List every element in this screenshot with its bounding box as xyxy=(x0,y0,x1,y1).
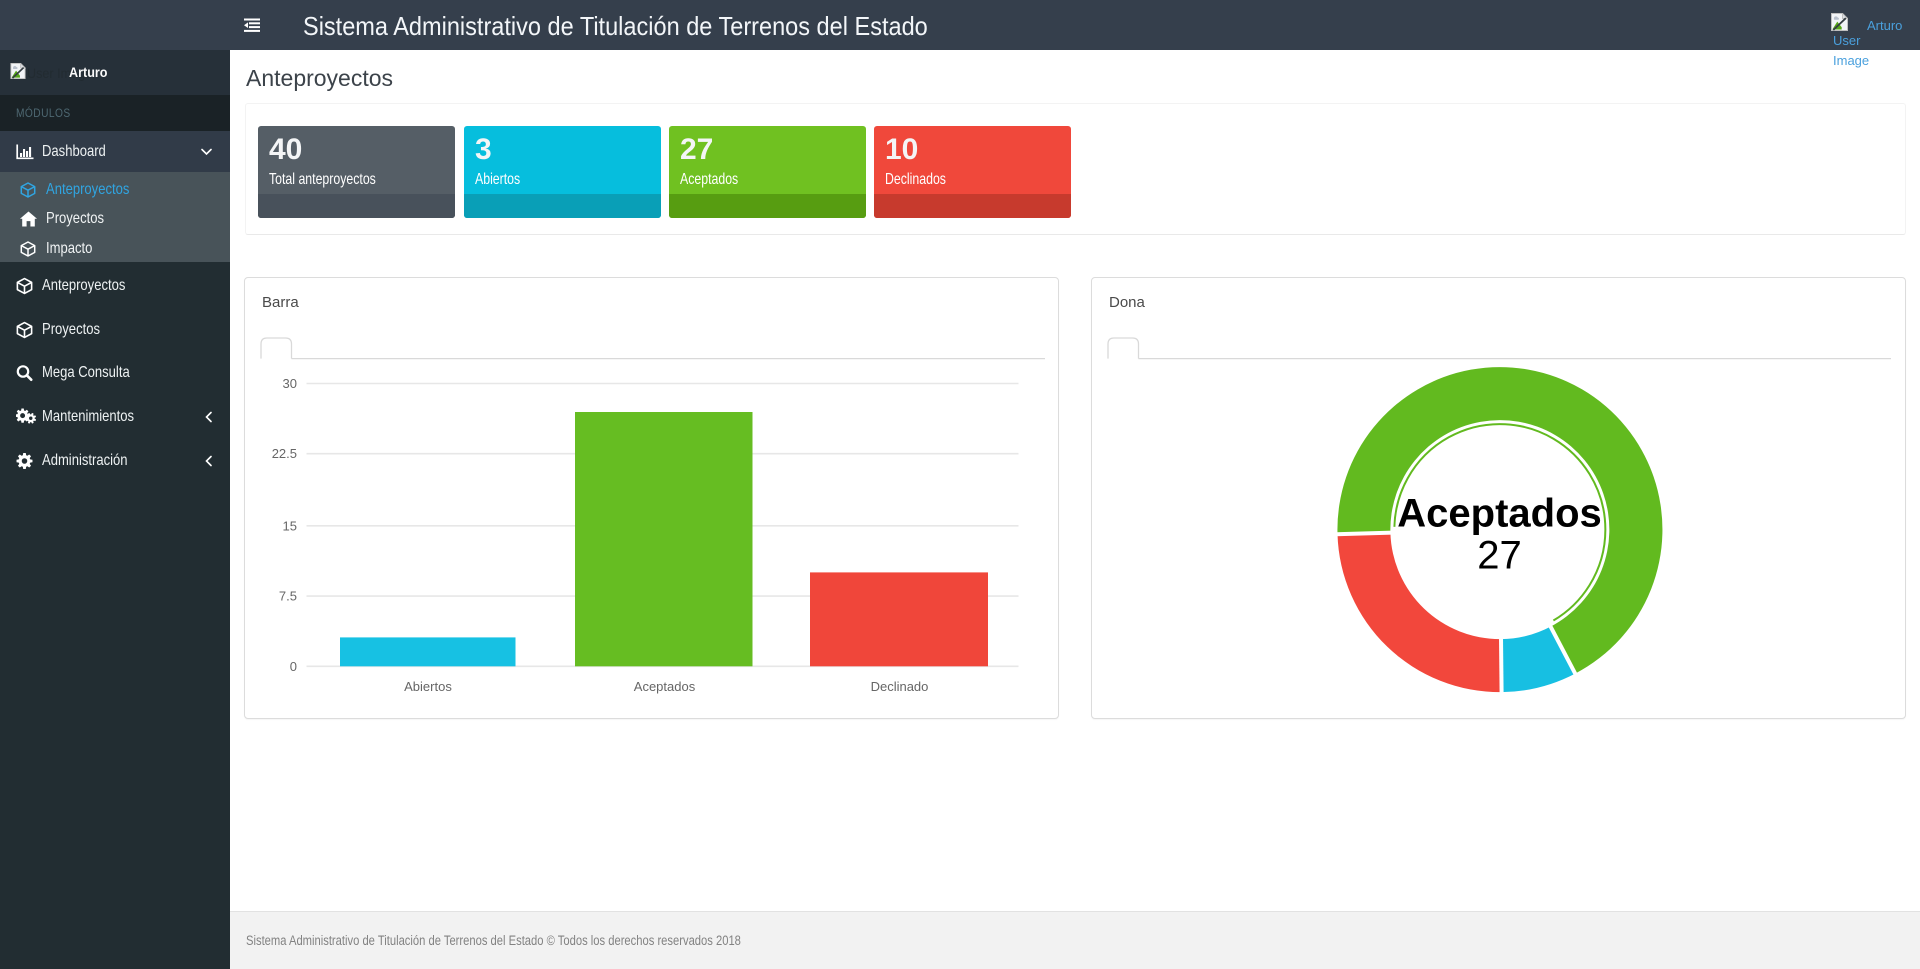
svg-text:22.5: 22.5 xyxy=(272,446,297,461)
svg-text:7.5: 7.5 xyxy=(279,589,297,604)
svg-text:Aceptados: Aceptados xyxy=(634,679,696,694)
svg-text:27: 27 xyxy=(1477,534,1522,578)
svg-text:Declinado: Declinado xyxy=(871,679,929,694)
svg-text:Aceptados: Aceptados xyxy=(1397,492,1602,536)
svg-text:Abiertos: Abiertos xyxy=(404,679,452,694)
svg-text:15: 15 xyxy=(283,518,297,533)
svg-text:30: 30 xyxy=(283,376,297,391)
svg-text:0: 0 xyxy=(290,659,297,674)
